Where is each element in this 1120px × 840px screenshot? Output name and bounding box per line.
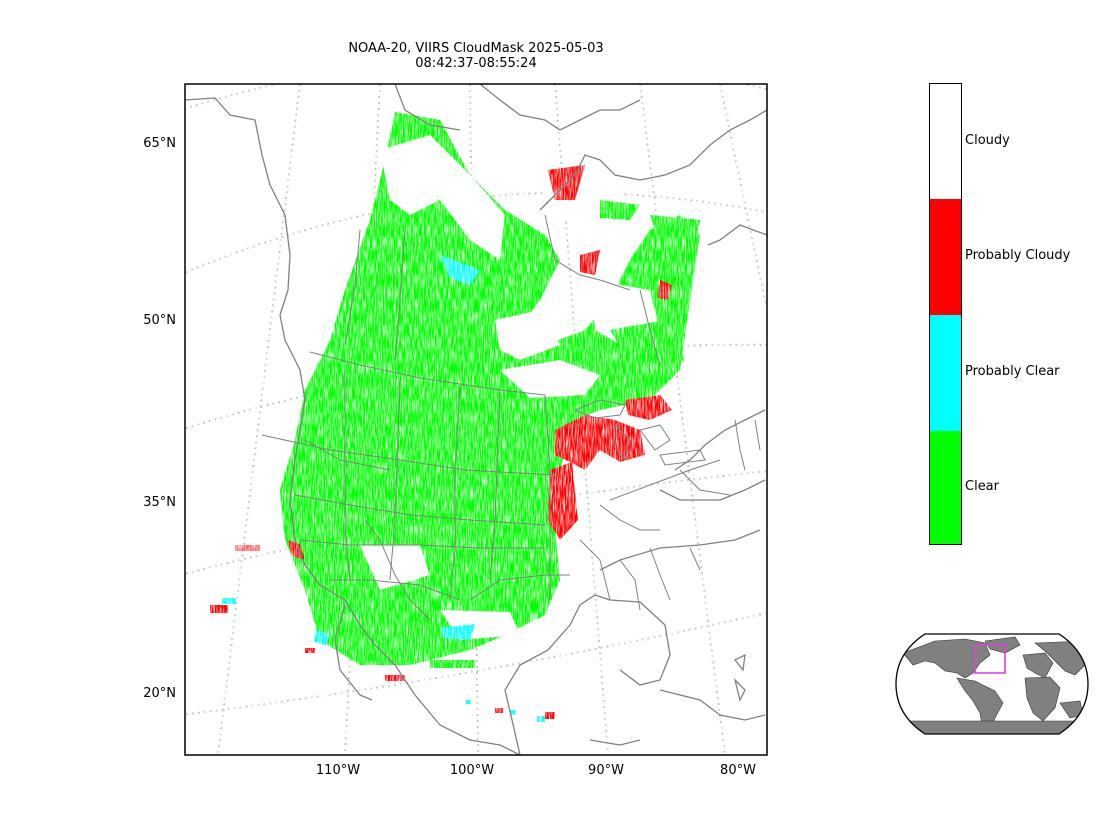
lon-label-90w: 90°W (588, 763, 624, 778)
lon-label-110w: 110°W (315, 763, 361, 778)
political-borders (261, 214, 761, 621)
colorbar-segment-clear (930, 431, 961, 544)
lat-label-65n: 65°N (143, 136, 176, 151)
coastlines (185, 84, 767, 755)
lat-label-35n: 35°N (143, 495, 176, 510)
inset-swath-highlight (974, 644, 1006, 674)
colorbar (929, 83, 962, 545)
lon-label-100w: 100°W (449, 763, 495, 778)
world-overview-inset (895, 633, 1089, 735)
colorbar-label-clear: Clear (965, 479, 999, 494)
great-lakes (573, 399, 706, 466)
map-title-line1: NOAA-20, VIIRS CloudMask 2025-05-03 (348, 41, 604, 56)
colorbar-segment-probably-clear (930, 315, 961, 431)
lon-label-80w: 80°W (720, 763, 756, 778)
colorbar-label-probably-clear: Probably Clear (965, 364, 1060, 379)
cloud-mask-swath (185, 84, 767, 755)
lat-label-20n: 20°N (143, 686, 176, 701)
colorbar-label-probably-cloudy: Probably Cloudy (965, 248, 1071, 263)
inset-land (902, 636, 1088, 734)
map-title-line2: 08:42:37-08:55:24 (415, 56, 537, 71)
map-frame (184, 83, 768, 756)
colorbar-segment-cloudy (930, 84, 961, 199)
colorbar-segment-probably-cloudy (930, 199, 961, 315)
lat-label-50n: 50°N (143, 313, 176, 328)
colorbar-label-cloudy: Cloudy (965, 133, 1010, 148)
inset-globe-outline (895, 633, 1089, 735)
